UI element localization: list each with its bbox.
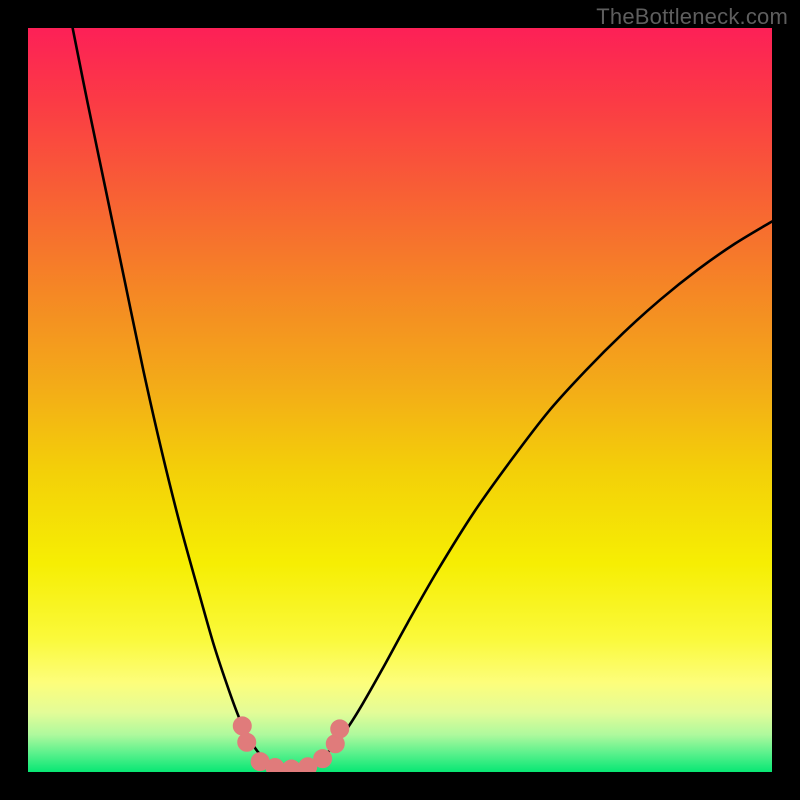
frame-border-left: [0, 0, 28, 800]
frame-border-right: [772, 0, 800, 800]
curve-marker: [314, 750, 332, 768]
curve-marker: [233, 717, 251, 735]
bottleneck-chart: [28, 28, 772, 772]
curve-marker: [266, 759, 284, 772]
frame-border-bottom: [0, 772, 800, 800]
chart-background: [28, 28, 772, 772]
curve-marker: [331, 720, 349, 738]
curve-marker: [238, 733, 256, 751]
watermark-text: TheBottleneck.com: [596, 4, 788, 30]
